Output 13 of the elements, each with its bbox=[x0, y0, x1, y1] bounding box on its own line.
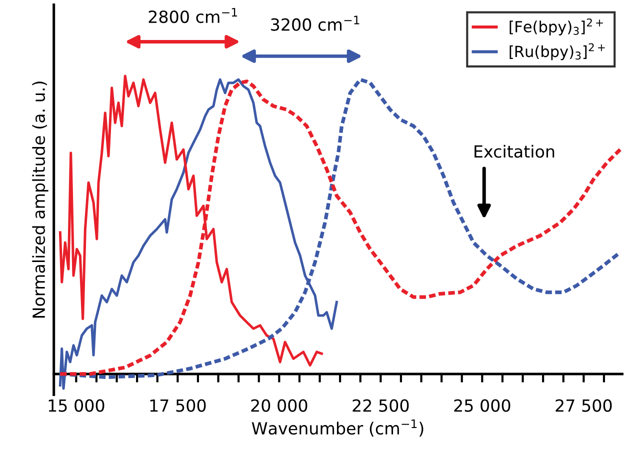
x-tick-label: 27 500 bbox=[556, 399, 612, 412]
x-axis-title: Wavenumber (cm$^{−1}$) bbox=[252, 420, 424, 437]
x-tick-label: 25 000 bbox=[454, 399, 510, 412]
text: 3200 cm$^{−1}$ bbox=[271, 16, 360, 31]
x-tick-label: 22 500 bbox=[352, 399, 409, 412]
x-tick-label: 15 000 bbox=[48, 399, 104, 412]
annotation: Excitation bbox=[474, 144, 554, 158]
text: 2800 cm$^{−1}$ bbox=[148, 8, 237, 24]
y-axis-title: Normalized amplitude (a. u.) bbox=[32, 82, 48, 318]
x-tick-label: 20 000 bbox=[251, 399, 308, 412]
x-tick-label: 17 500 bbox=[150, 399, 206, 412]
legend-label: [Fe(bpy)$_{3}$]$^{2+}$ bbox=[510, 18, 603, 36]
legend-label: [Ru(bpy)$_{3}$]$^{2+}$ bbox=[510, 43, 605, 60]
